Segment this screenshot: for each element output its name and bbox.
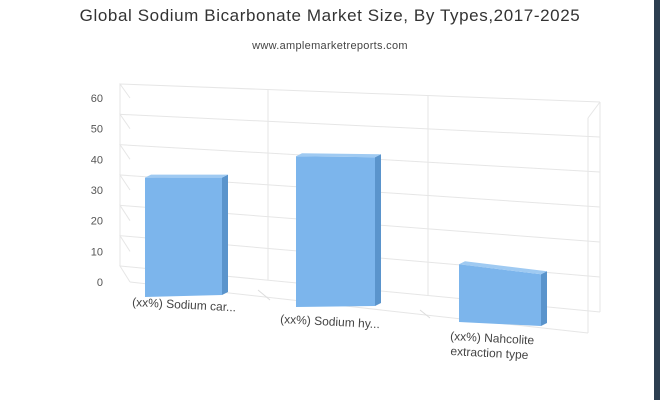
chart-subtitle: www.amplemarketreports.com	[252, 40, 408, 52]
y-tick-label: 20	[91, 216, 103, 228]
bar-side	[375, 154, 381, 306]
bar-top	[145, 174, 228, 178]
bar-side	[222, 174, 228, 295]
bar-top	[296, 153, 381, 158]
bar-side	[541, 271, 547, 326]
y-tick-label: 10	[91, 246, 103, 258]
bar	[296, 156, 375, 307]
x-tick-label: (xx%) Nahcolite	[450, 329, 535, 347]
x-tick-label: (xx%) Sodium hy...	[280, 312, 380, 331]
y-tick-label: 0	[97, 277, 103, 289]
gridline	[119, 83, 601, 103]
bar	[459, 264, 541, 326]
gridline	[587, 101, 601, 119]
y-tick-label: 30	[91, 185, 103, 197]
axis-labels: 0 10 20 30 40 50 60 (xx%) Sodium car... (xx%) So…	[91, 93, 535, 362]
y-tick-label: 50	[91, 124, 103, 136]
bar-top	[459, 261, 547, 275]
chart-title: Global Sodium Bicarbonate Market Size, B…	[79, 6, 581, 25]
y-tick-label: 60	[91, 93, 103, 105]
gridline	[119, 113, 601, 138]
y-tick-label: 40	[91, 154, 103, 166]
right-edge-strip	[654, 0, 660, 400]
bar	[145, 177, 222, 297]
bars	[145, 153, 547, 326]
category-separator	[419, 309, 431, 319]
category-separator	[257, 289, 271, 301]
x-tick-label: extraction type	[450, 344, 529, 362]
x-tick-label: (xx%) Sodium car...	[132, 295, 237, 314]
